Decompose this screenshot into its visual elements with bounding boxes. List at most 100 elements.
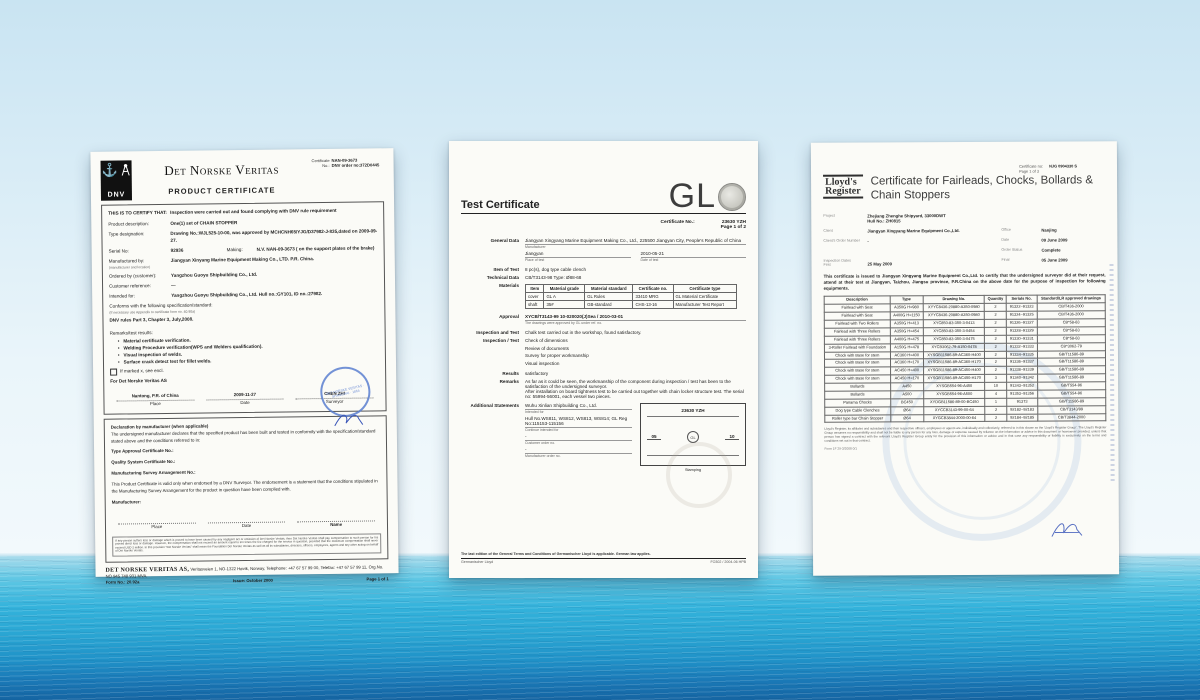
gl-place-value: Jiangyan <box>525 251 631 258</box>
lr-equipment-table: Description Type Drawing No. Quantity Serial… <box>824 295 1107 423</box>
lr-page: Page 1 of 3 <box>1019 168 1040 174</box>
gl-page: Page 1 of 2 <box>720 225 746 230</box>
gl-test-certificate: Test Certificate GL Certificate No.: 236… <box>449 141 758 578</box>
gl-logo-letters: GL <box>668 177 716 216</box>
materials-header-cell: Certificate no. <box>632 284 674 293</box>
place-label: Place <box>149 401 161 407</box>
remarks-list: Material certificate verification.Weldin… <box>118 336 379 367</box>
general-data-label: General Data <box>490 238 519 243</box>
dnv-order-no: DNV order no:372D0445 <box>331 162 380 168</box>
final-value: 05 June 2009 <box>1041 257 1068 263</box>
intended-value: Yangzhou Guoyu Shipbuilding Co., Ltd. Hu… <box>171 291 323 299</box>
materials-table: Item Material grade Material standard Certi… <box>524 284 738 309</box>
order-status-value: Complete <box>1041 247 1061 253</box>
divider-compass-icon <box>121 163 130 176</box>
lr-title: Certificate for Fairleads, Chocks, Bolla… <box>870 174 1094 202</box>
lr-intro-paragraph: This certificate is issued to Jiangyan X… <box>823 272 1106 291</box>
approval-sub: The drawings were approved by GL under r… <box>525 321 603 325</box>
materials-header-cell: Material standard <box>584 284 634 293</box>
gl-place-sub: Place of test <box>525 258 545 262</box>
client-value: Jiangyan Xingyang Marine Equipment Co.,L… <box>867 227 960 234</box>
gl-date-value: 2010-05-21 <box>640 251 746 258</box>
inspection-and-test-label: Inspection and Test <box>476 330 519 335</box>
footer-form-no: Form No.: 20.92a <box>105 578 140 585</box>
technical-data-label: Technical Data <box>486 275 519 280</box>
inspection-and-test-value: Chalk test carried out in the workshop, … <box>525 330 642 335</box>
decl-date-label: Date <box>241 523 252 529</box>
project-value2: Hull No.: ZH0815 <box>867 218 901 224</box>
materials-header-cell: Certificate type <box>672 284 738 293</box>
gl-date-sub: Date of test <box>640 258 659 262</box>
date-label: Date <box>240 400 250 406</box>
decl-place-label: Place <box>151 524 163 530</box>
gl-footer-left: Germanischer Lloyd <box>461 560 494 564</box>
custref-label: Customer reference: <box>109 283 151 289</box>
remark-item: Surface crack detect test for fillet wel… <box>123 358 212 365</box>
marking-label: Making: <box>226 246 243 253</box>
gl-seal-icon <box>718 183 746 211</box>
results-value: satisfactory <box>525 371 549 376</box>
checkbox-note: If marked x, see encl. <box>120 367 164 374</box>
dnv-product-certificate: ⚓ DNV Det Norske Veritas PRODUCT CERTIFI… <box>90 148 399 584</box>
gl-cert-no-label: Certificate No.: <box>660 220 695 225</box>
materials-label: Materials <box>499 283 519 288</box>
custref-value: — <box>171 283 176 289</box>
gl-manufacturer-value: Jiangyan Xingyang Marine Equipment Makin… <box>525 238 746 245</box>
approval-value: XYCB/T3143-99 10-020020(J)Sea / 2010-03-… <box>525 314 746 321</box>
gl-continue-sub: Continue intended for <box>525 428 559 432</box>
mfg-label: Manufactured by: <box>108 258 145 264</box>
product-value: One(1) set of CHAIN STOPPER <box>170 219 238 226</box>
mfg-value: Jiangyan Xinyang Marine Equipment Making… <box>170 256 315 263</box>
gl-manufacturer-sub: Manufacturer <box>525 245 546 249</box>
gl-mfr-order-sub: Manufacturer order no. <box>525 454 561 458</box>
inspection-test-item: Visual inspection <box>525 360 560 366</box>
product-label: Product description: <box>108 221 149 227</box>
decl-quality-system: Quality System Certificate No.: <box>111 459 176 465</box>
item-of-test-value: 8 pc(s), dog type cable clench <box>525 267 587 272</box>
marking-value: N.V. NAN-09-3673 ( on the support plates… <box>256 245 375 252</box>
decl-name-label: Name <box>330 521 343 528</box>
lr-logo-line2: Register <box>825 185 861 197</box>
inspection-test-item: Survey for proper workmanship <box>525 353 589 358</box>
final-label: Final <box>1001 257 1010 262</box>
lr-header-cell: Type <box>889 296 924 305</box>
client-label: Client <box>823 228 833 233</box>
additional-statements-label: Additional Statements <box>470 403 520 408</box>
lr-header-cell: Serials No. <box>1006 295 1037 304</box>
stamp-cert-no: 23630 YZH <box>647 408 739 417</box>
declaration-text: The undersigned manufacturer declares th… <box>110 428 376 444</box>
gl-footer-right: FO302 / 2004-06 HPB <box>710 560 746 564</box>
dnv-org-name: Det Norske Veritas <box>164 161 280 178</box>
order-number-label: Client's Order Number <box>823 238 860 243</box>
lloyds-register-certificate: Certificate no: Page 1 of 3 NJG 0904330 … <box>810 141 1120 576</box>
inspection-test-item: Check of dimensions <box>525 338 568 343</box>
intended-label: Intended for: <box>109 293 136 300</box>
materials-row: cover GL A GL Rules 33410 MRG GL Material Ce… <box>524 292 738 301</box>
ocean-water <box>0 556 1200 700</box>
decl-validity-text: This Product Certificate is valid only w… <box>111 478 378 494</box>
dnv-logo-text: DNV <box>107 191 126 199</box>
materials-row: shaft 35# GB-standard CHS-13-16 Manufacturer… <box>524 300 738 309</box>
materials-body: cover GL A GL Rules 33410 MRG GL Material Ce… <box>524 292 738 309</box>
ordered-value: Yangzhou Guoyu Shipbuilding Co., Ltd. <box>170 272 258 279</box>
footer-issue: Issue: October 2000 <box>233 577 273 583</box>
lr-table-body: Fairlead with Seat A350G H=980 XYYC8436-20… <box>824 303 1106 423</box>
decl-manufacturer-label: Manufacturer: <box>111 498 141 505</box>
dnv-certificate-type: PRODUCT CERTIFICATE <box>168 185 276 196</box>
materials-header-row: Item Material grade Material standard Certi… <box>524 284 738 293</box>
lr-date-label: Date <box>1001 237 1010 242</box>
conforms-value: DNV rules Part 3, Chapter 3, July,2008. <box>109 317 194 324</box>
gl-remarks-value: As far as it could be seen, the workmans… <box>525 379 744 399</box>
dnv-fineprint: If any person suffers loss or damage whi… <box>112 533 382 557</box>
office-value: Nanjing <box>1041 227 1057 233</box>
type-label: Type designation: <box>108 231 145 237</box>
approval-label: Approval <box>499 314 519 319</box>
mfg-sublabel: (manufacturer and location) <box>108 265 151 270</box>
inspection-test-list: Check of dimensions Review of documents Su… <box>525 338 746 368</box>
item-of-test-label: Item of Test <box>493 267 519 272</box>
dnv-cert-no-label: Certificate No.: <box>311 157 330 169</box>
type-value: Drawing No.:WJL525-10-00, was approved b… <box>170 228 378 243</box>
lr-cert-no: NJG 0904330 S <box>1049 163 1078 169</box>
lr-header-cell: Quantity <box>984 295 1007 304</box>
